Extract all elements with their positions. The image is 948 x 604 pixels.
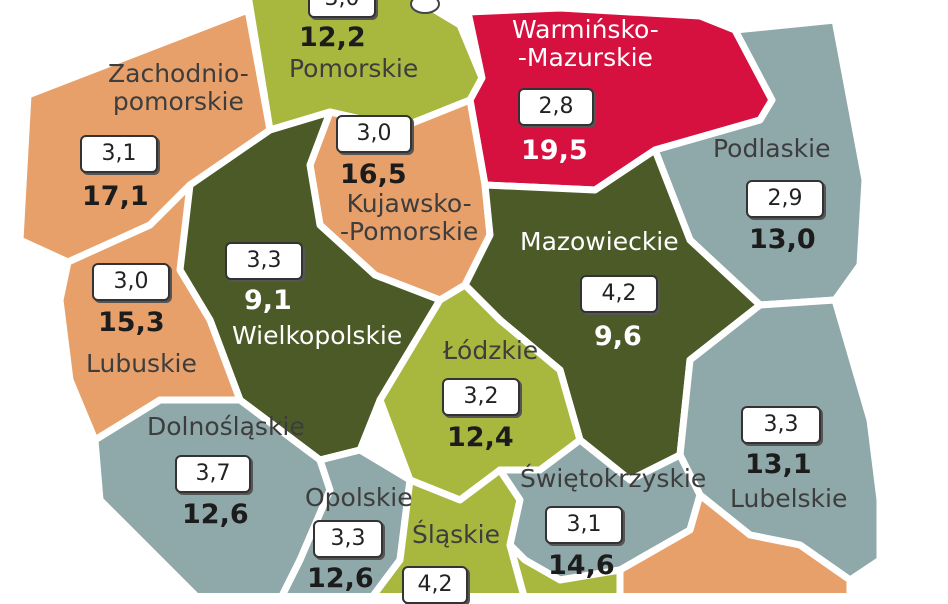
name-mazowieckie: Mazowieckie <box>520 227 679 256</box>
name-podlaskie: Podlaskie <box>713 134 831 163</box>
value-pomorskie: 12,2 <box>299 22 366 53</box>
value-warminsko-mazurskie: 19,5 <box>521 135 588 166</box>
value-swietokrzyskie: 14,6 <box>548 550 615 581</box>
box-dolnoslaskie: 3,7 <box>175 455 251 493</box>
gdansk-bay-marker <box>410 0 440 14</box>
box-slaskie: 4,2 <box>402 566 468 604</box>
value-wielkopolskie: 9,1 <box>244 285 292 316</box>
value-lubuskie: 15,3 <box>98 307 165 338</box>
name-zachodniopomorskie: Zachodnio- pomorskie <box>108 59 249 116</box>
box-warminsko-mazurskie: 2,8 <box>518 88 594 126</box>
value-podlaskie: 13,0 <box>749 224 816 255</box>
box-zachodniopomorskie: 3,1 <box>80 135 158 173</box>
box-pomorskie: 3,0 <box>308 0 376 18</box>
box-kujawsko-pomorskie: 3,0 <box>336 115 412 153</box>
box-wielkopolskie: 3,3 <box>225 242 303 280</box>
box-swietokrzyskie: 3,1 <box>545 506 623 544</box>
box-mazowieckie: 4,2 <box>580 275 658 313</box>
value-lodzkie: 12,4 <box>447 422 514 453</box>
value-mazowieckie: 9,6 <box>594 321 642 352</box>
name-opolskie: Opolskie <box>305 483 413 512</box>
region-podkarpackie[interactable] <box>616 491 854 593</box>
box-lubelskie: 3,3 <box>741 406 821 444</box>
name-wielkopolskie: Wielkopolskie <box>232 321 403 350</box>
box-podlaskie: 2,9 <box>746 180 824 218</box>
name-swietokrzyskie: Świętokrzyskie <box>520 464 707 493</box>
box-lubuskie: 3,0 <box>92 263 170 301</box>
box-lodzkie: 3,2 <box>442 378 520 416</box>
name-lubelskie: Lubelskie <box>730 484 848 513</box>
name-slaskie: Śląskie <box>412 520 500 549</box>
name-dolnoslaskie: Dolnośląskie <box>147 412 305 441</box>
value-dolnoslaskie: 12,6 <box>182 499 249 530</box>
name-pomorskie: Pomorskie <box>289 54 419 83</box>
value-opolskie: 12,6 <box>307 563 374 594</box>
value-lubelskie: 13,1 <box>745 449 812 480</box>
name-kujawsko-pomorskie: Kujawsko- -Pomorskie <box>340 189 479 246</box>
value-kujawsko-pomorskie: 16,5 <box>340 159 407 190</box>
name-lodzkie: Łódzkie <box>443 336 539 365</box>
value-zachodniopomorskie: 17,1 <box>82 181 149 212</box>
name-lubuskie: Lubuskie <box>86 349 197 378</box>
box-opolskie: 3,3 <box>313 520 383 558</box>
name-warminsko-mazurskie: Warmińsko- -Mazurskie <box>512 15 659 72</box>
